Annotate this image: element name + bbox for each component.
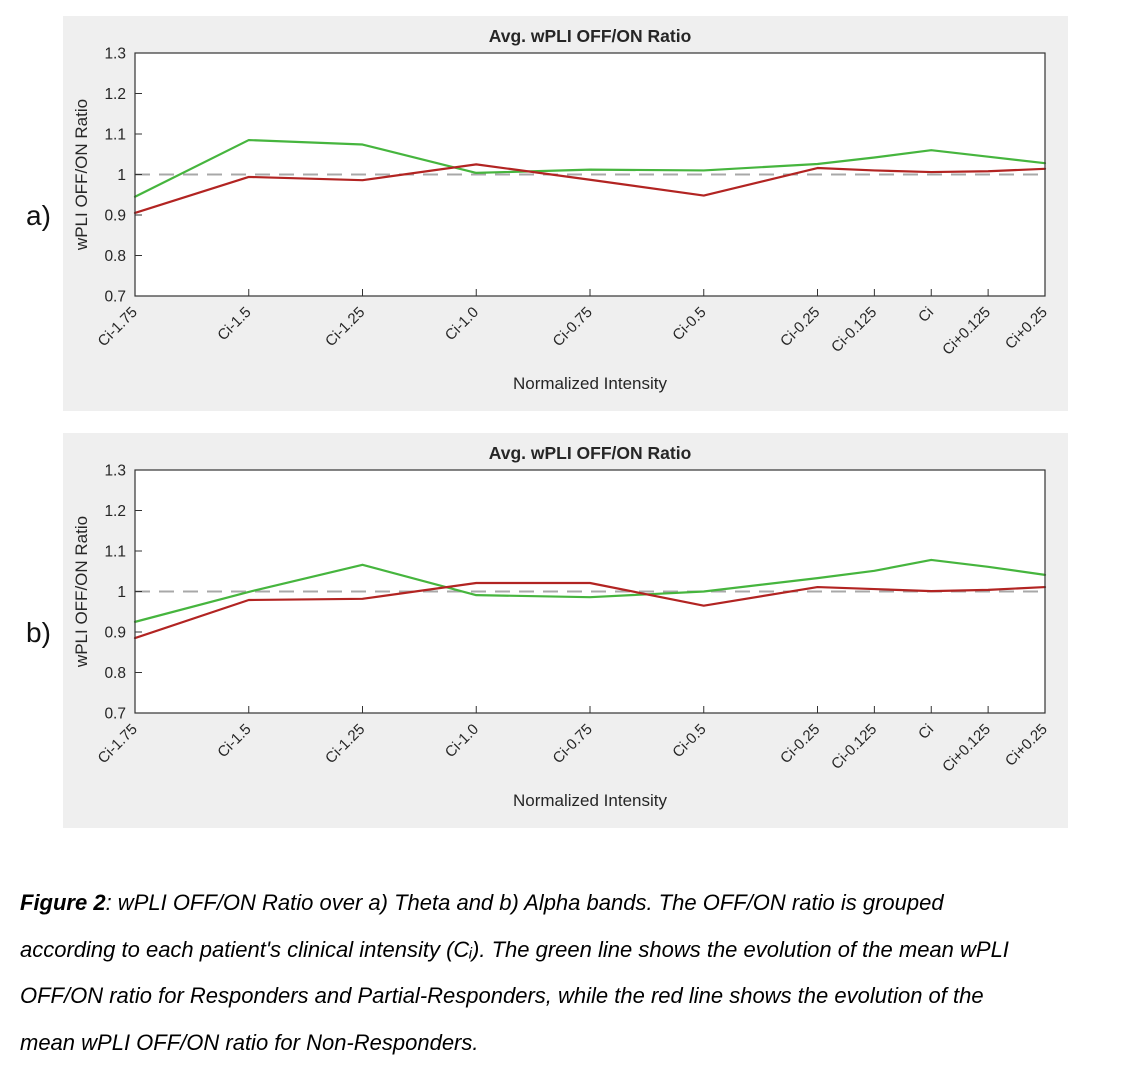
x-tick-label: Ci+0.125 [939, 721, 994, 776]
x-axis-label: Normalized Intensity [513, 374, 668, 393]
y-tick-label: 0.8 [104, 248, 126, 265]
y-tick-label: 1 [117, 167, 126, 184]
y-tick-label: 0.7 [104, 706, 126, 723]
caption-line-4: mean wPLI OFF/ON ratio for Non-Responder… [20, 1029, 479, 1055]
x-tick-label: Ci-1.75 [95, 721, 141, 767]
x-tick-label: Ci-1.5 [214, 721, 254, 761]
x-tick-label: Ci-1.0 [442, 304, 482, 344]
alpha-band-chart: Ci-1.75 Ci-1.5 Ci-1.25 Ci-1.0 Ci-0.75 Ci-0.5 C… [72, 443, 1051, 810]
x-tick-label: Ci-0.5 [669, 304, 709, 344]
x-tick-label: Ci-1.25 [322, 721, 368, 767]
x-tick-label: Ci+0.125 [939, 304, 994, 359]
series-line-non-responders [133, 581, 1047, 640]
x-tick-label: Ci-0.75 [550, 304, 596, 350]
x-tick-label: Ci+0.25 [1002, 304, 1051, 353]
x-tick-label: Ci [915, 721, 937, 743]
panel-label-a: a) [26, 200, 51, 231]
x-tick-label: Ci-1.0 [442, 721, 482, 761]
y-tick-label: 1.3 [104, 463, 126, 480]
x-tick-label: Ci-0.5 [669, 721, 709, 761]
series-line-responders [133, 558, 1047, 623]
x-tick-label: Ci-1.5 [214, 304, 254, 344]
caption-line-3: OFF/ON ratio for Responders and Partial-… [20, 983, 984, 1008]
x-tick-label: Ci [915, 304, 937, 326]
y-tick-label: 0.9 [104, 208, 126, 225]
x-tick-label: Ci+0.25 [1002, 721, 1051, 770]
x-tick-label: Ci-0.125 [828, 304, 880, 356]
series-line-responders [133, 138, 1047, 198]
figure-caption: Figure 2: wPLI OFF/ON Ratio over a) Thet… [20, 880, 1122, 1066]
y-tick-label: 1.2 [104, 503, 126, 520]
chart-panel-alpha: Ci-1.75 Ci-1.5 Ci-1.25 Ci-1.0 Ci-0.75 Ci-0.5 C… [63, 433, 1068, 828]
y-tick-label: 1.1 [104, 544, 126, 561]
y-tick-label: 1.1 [104, 127, 126, 144]
x-tick-label: Ci-0.125 [828, 721, 880, 773]
x-tick-label: Ci-0.25 [777, 304, 823, 350]
chart-title: Avg. wPLI OFF/ON Ratio [489, 443, 692, 463]
theta-band-chart: Ci-1.75 Ci-1.5 Ci-1.25 Ci-1.0 Ci-0.75 Ci-0.5 C… [72, 26, 1051, 393]
x-tick-label: Ci-0.75 [550, 721, 596, 767]
panel-label-b: b) [26, 617, 51, 648]
y-tick-label: 0.8 [104, 665, 126, 682]
x-axis-label: Normalized Intensity [513, 791, 668, 810]
y-axis-label: wPLI OFF/ON Ratio [72, 99, 91, 251]
chart-title: Avg. wPLI OFF/ON Ratio [489, 26, 692, 46]
series-line-non-responders [133, 163, 1047, 215]
x-tick-label: Ci-1.75 [95, 304, 141, 350]
y-tick-label: 1 [117, 584, 126, 601]
caption-line-2: according to each patient's clinical int… [20, 936, 1009, 962]
y-axis-label: wPLI OFF/ON Ratio [72, 516, 91, 668]
caption-line-1-text: : wPLI OFF/ON Ratio over a) Theta and b)… [105, 890, 944, 915]
y-tick-label: 0.9 [104, 625, 126, 642]
chart-panel-theta: Ci-1.75 Ci-1.5 Ci-1.25 Ci-1.0 Ci-0.75 Ci-0.5 C… [63, 16, 1068, 411]
x-tick-label: Ci-0.25 [777, 721, 823, 767]
figure-number-label: Figure 2 [20, 890, 106, 915]
caption-line-1: Figure 2: wPLI OFF/ON Ratio over a) Thet… [20, 880, 1122, 927]
y-tick-label: 1.2 [104, 86, 126, 103]
y-tick-label: 0.7 [104, 289, 126, 306]
y-tick-label: 1.3 [104, 46, 126, 63]
x-tick-label: Ci-1.25 [322, 304, 368, 350]
